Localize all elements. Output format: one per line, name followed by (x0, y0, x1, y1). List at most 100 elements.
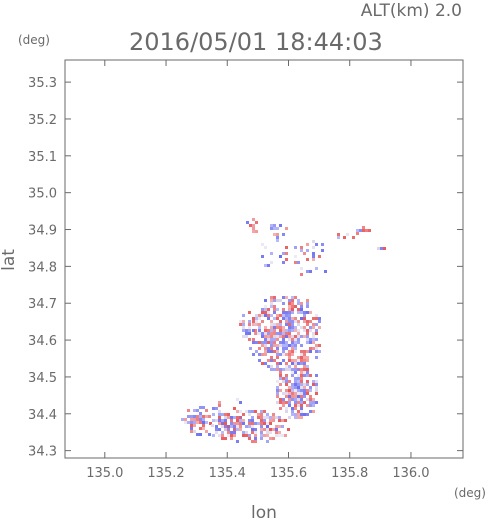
data-point (291, 317, 294, 320)
data-point (306, 380, 309, 383)
data-point (236, 422, 239, 425)
data-point (294, 261, 297, 264)
data-point (248, 329, 251, 332)
data-point (297, 404, 300, 407)
data-point (281, 425, 284, 428)
data-point (245, 425, 248, 428)
data-point (297, 320, 300, 323)
data-point (377, 247, 380, 250)
data-point (264, 314, 267, 317)
data-point (285, 347, 288, 350)
data-point (306, 329, 309, 332)
data-point (306, 335, 309, 338)
data-point (294, 362, 297, 365)
data-point (279, 329, 282, 332)
data-point (309, 386, 312, 389)
data-point (275, 431, 278, 434)
data-point (248, 311, 251, 314)
data-point (236, 428, 239, 431)
x-tick-group: 135.0 135.2 135.4 135.6 135.8 136.0 (86, 60, 430, 481)
data-point (297, 377, 300, 380)
data-point (294, 404, 297, 407)
data-point (294, 329, 297, 332)
data-point (245, 434, 248, 437)
data-point (261, 311, 264, 314)
data-point (264, 344, 267, 347)
data-point (297, 299, 300, 302)
data-point (318, 344, 321, 347)
data-point (303, 371, 306, 374)
altitude-label: ALT(km) 2.0 (361, 1, 462, 21)
data-point (306, 383, 309, 386)
data-point (257, 416, 260, 419)
data-point (272, 416, 275, 419)
data-point (248, 332, 251, 335)
data-point (359, 229, 362, 232)
data-point (224, 416, 227, 419)
data-point (306, 258, 309, 261)
data-point (276, 353, 279, 356)
data-point (270, 305, 273, 308)
data-point (255, 317, 258, 320)
data-point (264, 353, 267, 356)
data-point (300, 380, 303, 383)
data-point (267, 347, 270, 350)
data-point (306, 341, 309, 344)
data-point (199, 427, 202, 430)
data-point (303, 401, 306, 404)
data-point (318, 255, 321, 258)
data-point (281, 434, 284, 437)
data-point (230, 425, 233, 428)
data-point (294, 416, 297, 419)
data-point (264, 341, 267, 344)
data-point (306, 368, 309, 371)
data-point (263, 410, 266, 413)
data-point (300, 326, 303, 329)
data-point (294, 371, 297, 374)
data-point (282, 344, 285, 347)
data-point (294, 383, 297, 386)
data-point (288, 389, 291, 392)
data-point (315, 392, 318, 395)
data-point (300, 395, 303, 398)
data-point (230, 431, 233, 434)
data-point (288, 326, 291, 329)
data-point (306, 270, 309, 273)
data-point (239, 410, 242, 413)
data-point (218, 422, 221, 425)
data-point (278, 416, 281, 419)
data-point (306, 374, 309, 377)
data-point (205, 415, 208, 418)
data-point (282, 392, 285, 395)
data-point (270, 329, 273, 332)
data-point (285, 380, 288, 383)
data-point (309, 320, 312, 323)
data-point (279, 335, 282, 338)
data-point (294, 335, 297, 338)
data-point (288, 365, 291, 368)
data-point (276, 395, 279, 398)
data-point (212, 413, 215, 416)
data-point (300, 386, 303, 389)
data-point (272, 437, 275, 440)
data-point (258, 332, 261, 335)
data-point (337, 233, 340, 236)
data-point (285, 311, 288, 314)
data-point (352, 236, 355, 239)
data-point (315, 401, 318, 404)
data-point (273, 335, 276, 338)
data-point (215, 428, 218, 431)
data-point (315, 347, 318, 350)
data-point (285, 341, 288, 344)
data-point (291, 353, 294, 356)
data-point (236, 440, 239, 443)
data-point (242, 431, 245, 434)
data-point (199, 433, 202, 436)
data-point (254, 332, 257, 335)
data-point (282, 353, 285, 356)
data-point (282, 347, 285, 350)
data-point (236, 410, 239, 413)
data-point (261, 353, 264, 356)
data-point (297, 386, 300, 389)
